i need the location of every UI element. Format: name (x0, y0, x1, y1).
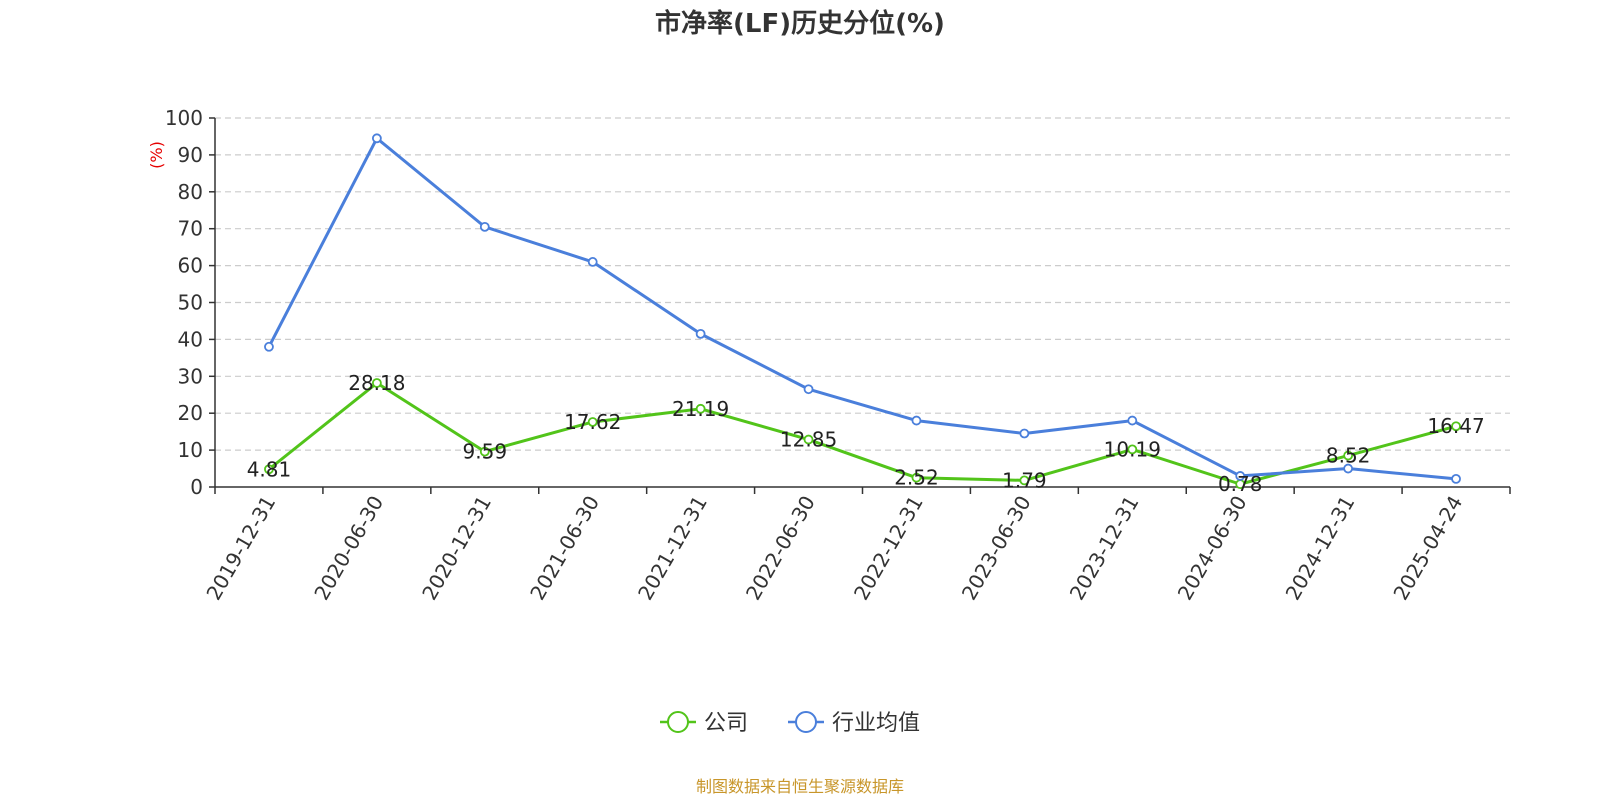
data-point (1019, 428, 1030, 439)
axes: 0 10 20 30 40 50 60 70 80 90 100 2019-12-31 2020-06-… (165, 106, 1511, 605)
data-point (1343, 450, 1354, 461)
data-point (1019, 475, 1030, 486)
data-label: 2.52 (894, 466, 939, 490)
x-tick-label: 2019-12-31 (201, 492, 280, 605)
data-labels: 4.81 28.18 9.59 17.62 21.19 12.85 2.52 1.79 10.1… (247, 371, 1485, 496)
data-point (264, 341, 274, 352)
data-label: 8.52 (1326, 444, 1371, 468)
data-point (803, 434, 814, 445)
data-label: 10.19 (1104, 437, 1161, 461)
x-tick-label: 2023-06-30 (957, 492, 1036, 605)
x-tick-label: 2022-12-31 (849, 492, 928, 605)
y-tick-label: 40 (178, 327, 203, 351)
y-tick-label: 100 (165, 106, 203, 130)
y-tick-label: 90 (178, 143, 203, 167)
data-point (695, 403, 706, 414)
x-tick-label: 2021-06-30 (525, 492, 604, 605)
source-note: 制图数据来自恒生聚源数据库 (696, 777, 904, 796)
chart-title: 市净率(LF)历史分位(%) (655, 8, 945, 39)
data-point (371, 378, 382, 388)
x-tick-label: 2022-06-30 (741, 492, 820, 605)
data-point (587, 257, 598, 267)
series-lines (264, 133, 1461, 490)
data-point (371, 133, 382, 144)
data-label: 0.78 (1218, 472, 1263, 496)
y-tick-label: 10 (178, 438, 203, 462)
y-axis-label: (%) (147, 141, 166, 169)
legend-marker (667, 711, 689, 733)
data-point (479, 446, 490, 457)
data-point (911, 472, 922, 483)
data-point (1127, 415, 1138, 426)
data-label: 4.81 (247, 457, 292, 481)
series-line-1 (267, 136, 1457, 481)
data-point (264, 464, 274, 475)
y-tick-label: 30 (178, 364, 203, 388)
x-tick-label: 2025-04-24 (1388, 492, 1467, 605)
legend-label: 行业均值 (832, 711, 920, 736)
x-tick-label: 2020-06-30 (309, 492, 388, 605)
data-label: 21.19 (672, 397, 729, 421)
y-tick-label: 50 (178, 291, 203, 315)
data-point (1451, 421, 1461, 432)
data-point (695, 328, 706, 339)
legend: 公司 行业均值 (660, 711, 920, 736)
y-tick-label: 0 (190, 475, 203, 499)
y-tick-label: 20 (178, 401, 203, 425)
data-point (803, 384, 814, 395)
series-line-0 (268, 381, 1457, 486)
data-label: 1.79 (1002, 468, 1047, 492)
data-label: 12.85 (780, 428, 837, 452)
data-point (479, 221, 490, 232)
data-point (911, 415, 922, 426)
legend-marker (795, 711, 817, 733)
data-point (1235, 471, 1246, 481)
data-point (587, 417, 598, 427)
data-label: 16.47 (1427, 414, 1484, 438)
legend-label: 公司 (704, 711, 748, 736)
x-tick-label: 2024-06-30 (1173, 492, 1252, 605)
data-label: 28.18 (348, 371, 405, 395)
y-tick-label: 60 (178, 254, 203, 278)
data-point (1451, 473, 1461, 484)
data-point (1343, 463, 1354, 474)
x-tick-label: 2021-12-31 (633, 492, 712, 605)
y-tick-label: 70 (178, 217, 203, 241)
data-point (1127, 444, 1138, 455)
x-tick-label: 2024-12-31 (1281, 492, 1360, 605)
data-label: 17.62 (564, 410, 621, 434)
x-tick-label: 2023-12-31 (1065, 492, 1144, 605)
y-tick-label: 80 (178, 180, 203, 204)
grid-lines (215, 117, 1510, 451)
data-label: 9.59 (463, 440, 508, 464)
x-tick-label: 2020-12-31 (417, 492, 496, 605)
